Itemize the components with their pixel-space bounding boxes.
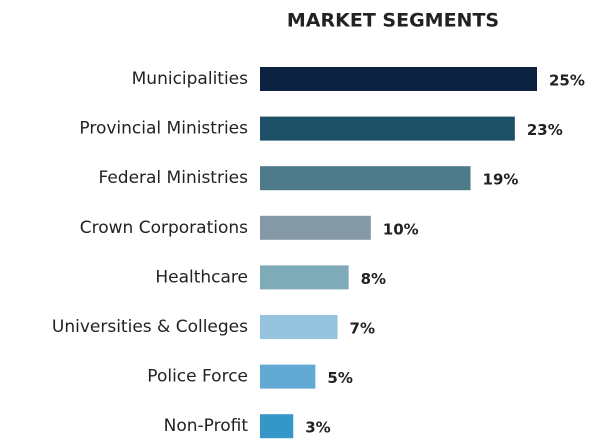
bar [260,414,294,439]
value-label: 10% [383,220,419,238]
category-label: Federal Ministries [98,168,248,188]
category-label: Police Force [147,367,248,387]
bar [260,116,515,141]
bar [260,215,371,240]
bar [260,67,537,91]
value-label: 23% [527,121,563,139]
bar [260,364,316,389]
category-label: Non-Profit [164,416,249,436]
bar [260,315,338,339]
value-label: 25% [549,72,585,90]
chart-title: MARKET SEGMENTS [287,10,499,32]
bar [260,166,471,191]
category-label: Universities & Colleges [52,317,248,337]
category-label: Healthcare [155,267,248,287]
category-label: Provincial Ministries [79,119,248,139]
value-label: 7% [350,320,375,338]
value-label: 5% [327,369,352,387]
bar [260,265,349,290]
value-label: 19% [483,171,519,189]
category-label: Crown Corporations [80,218,248,238]
value-label: 8% [361,270,386,288]
category-label: Municipalities [132,69,249,89]
value-label: 3% [305,419,330,437]
